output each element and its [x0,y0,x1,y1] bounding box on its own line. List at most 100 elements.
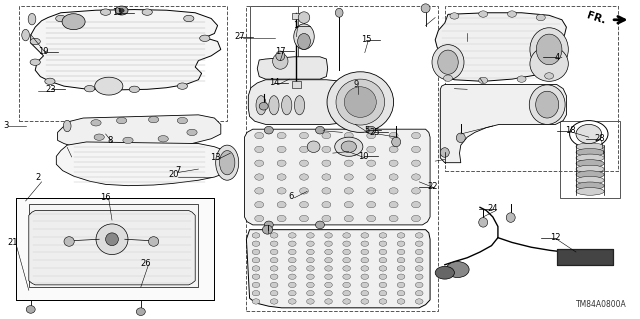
Text: 18: 18 [566,126,576,135]
Ellipse shape [389,202,398,208]
Ellipse shape [576,143,604,151]
Ellipse shape [28,13,36,25]
Text: 2: 2 [36,173,41,182]
Ellipse shape [269,96,279,115]
Ellipse shape [200,35,210,41]
Ellipse shape [379,299,387,304]
Ellipse shape [307,266,314,271]
Ellipse shape [530,28,568,71]
Ellipse shape [415,233,423,238]
Bar [16,198,214,300]
Ellipse shape [119,9,124,12]
Ellipse shape [397,241,405,246]
Ellipse shape [307,257,314,263]
Ellipse shape [344,202,353,208]
Ellipse shape [252,249,260,255]
Polygon shape [58,115,221,161]
Text: 17: 17 [275,47,285,56]
Ellipse shape [412,215,420,222]
Ellipse shape [545,73,554,79]
Bar [445,6,618,171]
Ellipse shape [389,132,398,139]
Text: TM84A0800A: TM84A0800A [577,300,627,309]
Ellipse shape [412,188,420,194]
Ellipse shape [412,202,420,208]
Ellipse shape [361,249,369,255]
Text: 5: 5 [364,126,369,135]
Ellipse shape [397,291,405,296]
Ellipse shape [322,160,331,167]
Ellipse shape [252,257,260,263]
Ellipse shape [397,257,405,263]
Ellipse shape [344,132,353,139]
Ellipse shape [62,14,85,30]
Ellipse shape [273,53,288,69]
Text: 13: 13 [211,153,221,162]
Ellipse shape [335,137,363,156]
Ellipse shape [277,146,286,152]
Ellipse shape [270,274,278,279]
Ellipse shape [389,160,398,167]
Ellipse shape [415,291,423,296]
Ellipse shape [116,117,127,124]
Ellipse shape [289,291,296,296]
Ellipse shape [282,96,292,115]
Bar [250,6,298,94]
Ellipse shape [252,282,260,288]
Ellipse shape [91,120,101,126]
Text: 1: 1 [293,21,298,30]
Ellipse shape [322,188,331,194]
Ellipse shape [177,117,188,124]
Ellipse shape [270,241,278,246]
Ellipse shape [343,249,351,255]
Ellipse shape [277,132,286,139]
Ellipse shape [479,218,488,227]
Ellipse shape [389,215,398,222]
Ellipse shape [536,91,559,118]
Bar [557,249,613,265]
Text: 19: 19 [38,47,49,56]
Ellipse shape [142,9,152,15]
Ellipse shape [307,249,314,255]
Ellipse shape [343,282,351,288]
Ellipse shape [289,299,296,304]
Ellipse shape [415,249,423,255]
Ellipse shape [129,86,140,93]
Ellipse shape [300,202,308,208]
Ellipse shape [30,38,40,45]
Ellipse shape [95,77,123,95]
Ellipse shape [277,188,286,194]
Ellipse shape [576,171,604,179]
Polygon shape [435,13,566,81]
Ellipse shape [576,160,604,167]
Ellipse shape [397,274,405,279]
Ellipse shape [300,188,308,194]
Ellipse shape [361,274,369,279]
Ellipse shape [270,291,278,296]
Text: FR.: FR. [585,11,607,26]
Ellipse shape [255,174,264,180]
Ellipse shape [255,160,264,167]
Ellipse shape [412,160,420,167]
Ellipse shape [344,215,353,222]
Ellipse shape [412,174,420,180]
Ellipse shape [324,241,332,246]
Ellipse shape [361,266,369,271]
Ellipse shape [252,266,260,271]
Ellipse shape [397,282,405,288]
Polygon shape [440,85,566,163]
Ellipse shape [276,51,285,61]
Polygon shape [31,10,221,90]
Ellipse shape [508,11,516,17]
Text: 27: 27 [234,32,244,41]
Ellipse shape [184,15,194,22]
Ellipse shape [570,121,608,147]
Ellipse shape [277,202,286,208]
Ellipse shape [106,233,118,246]
Ellipse shape [389,174,398,180]
Polygon shape [56,142,234,186]
Ellipse shape [289,282,296,288]
Ellipse shape [335,8,343,17]
Ellipse shape [148,116,159,123]
Ellipse shape [298,12,310,23]
